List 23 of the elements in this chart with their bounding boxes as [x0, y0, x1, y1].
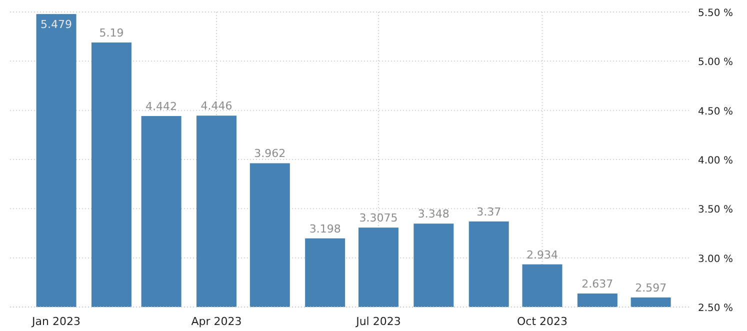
- y-tick-label: 3.00 %: [698, 254, 733, 265]
- data-label: 5.19: [99, 26, 124, 40]
- x-tick-label: Oct 2023: [516, 315, 568, 328]
- data-label: 3.3075: [359, 212, 398, 225]
- data-label: 3.962: [254, 147, 286, 160]
- data-label: 4.442: [146, 100, 178, 114]
- y-tick-label: 4.00 %: [698, 156, 733, 166]
- y-tick-label: 5.50 %: [698, 8, 733, 19]
- data-label: 5.479: [40, 18, 72, 32]
- x-tick-label: Jul 2023: [355, 315, 401, 328]
- x-tick-label: Jan 2023: [31, 315, 81, 328]
- data-label: 3.198: [309, 222, 341, 236]
- y-tick-label: 4.50 %: [698, 106, 733, 118]
- y-tick-label: 5.00 %: [698, 57, 733, 68]
- data-label: 2.934: [526, 248, 558, 262]
- data-label: 3.37: [476, 205, 502, 218]
- y-tick-label: 2.50 %: [698, 303, 733, 314]
- data-label: 4.446: [200, 100, 232, 113]
- x-tick-label: Apr 2023: [191, 315, 242, 328]
- data-label: 2.637: [582, 278, 614, 291]
- data-label: 2.597: [635, 281, 667, 294]
- y-tick-label: 3.50 %: [698, 204, 733, 216]
- data-label: 3.348: [418, 208, 450, 221]
